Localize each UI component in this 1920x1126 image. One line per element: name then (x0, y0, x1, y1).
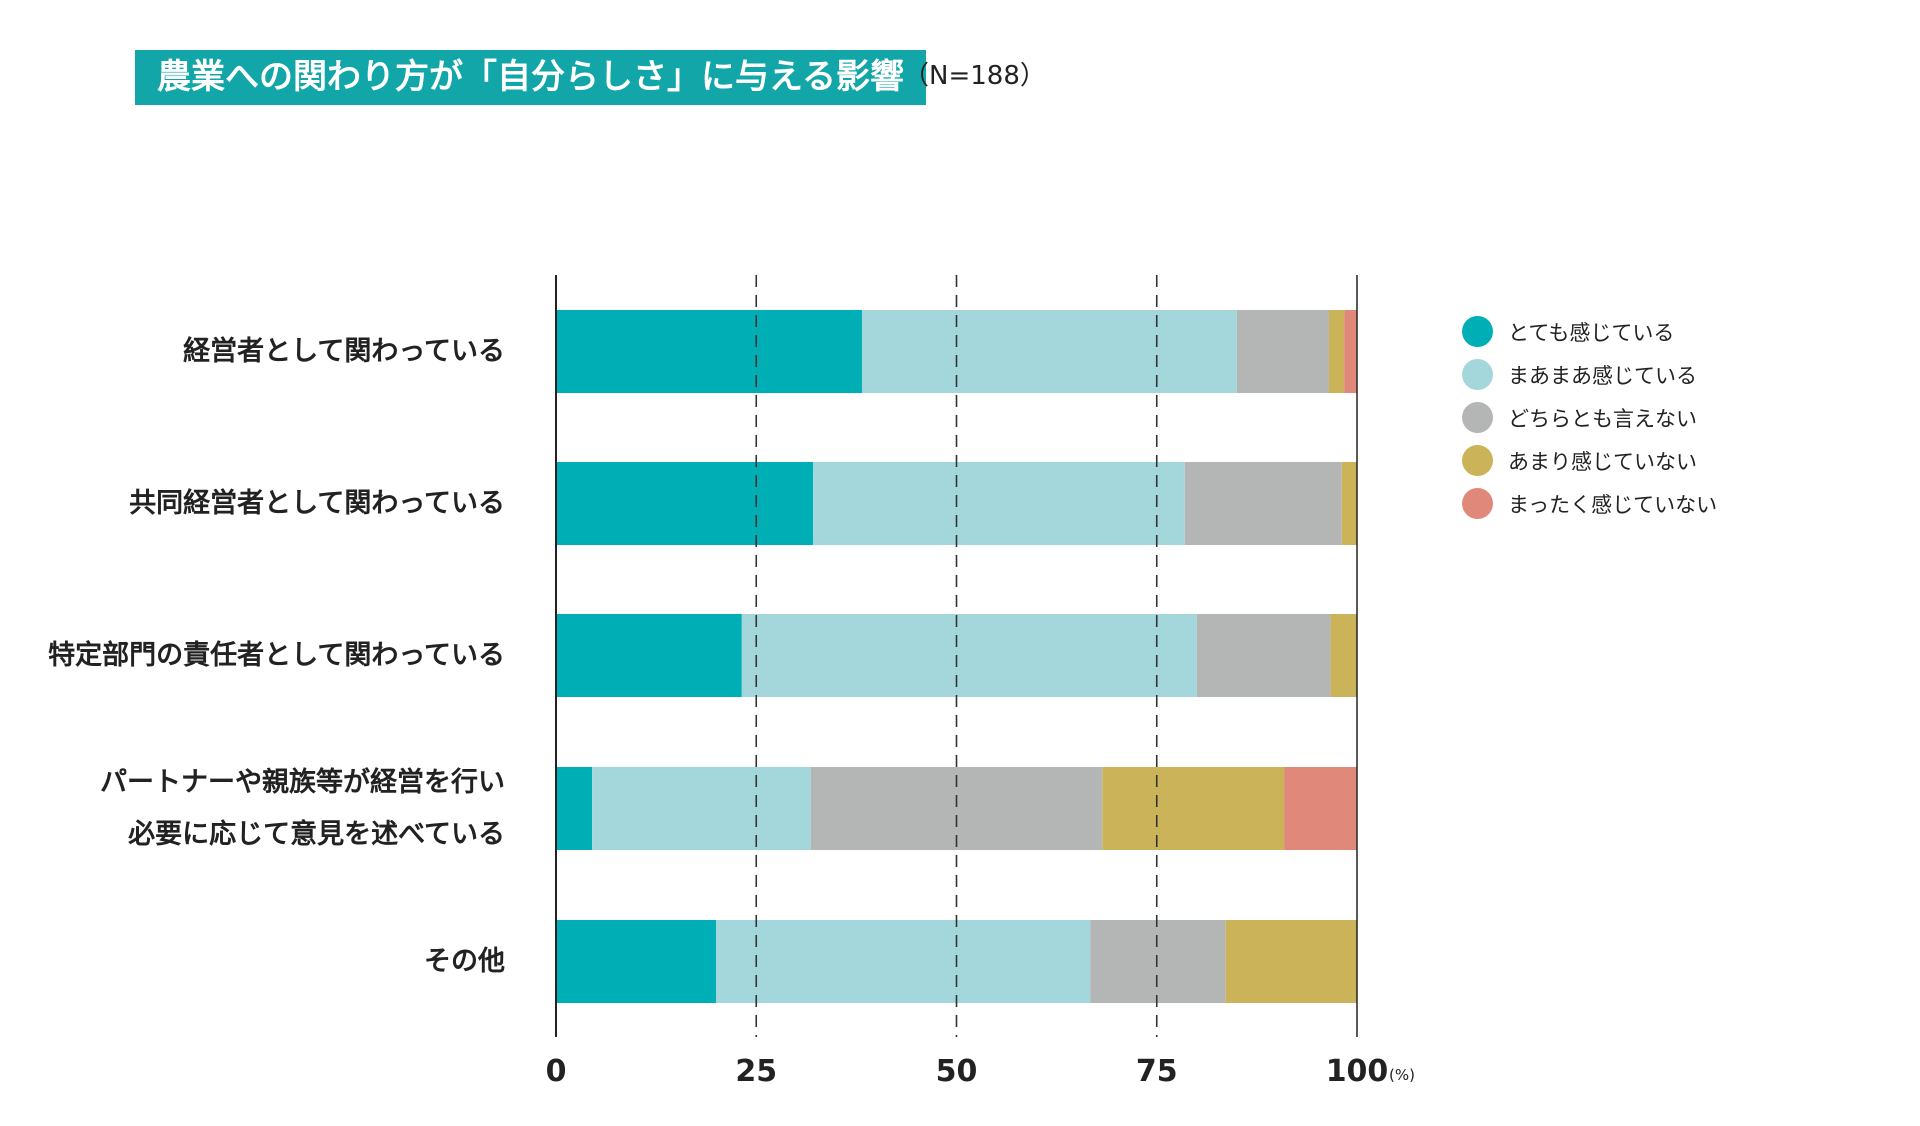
bar-segment-4-1 (556, 767, 593, 850)
legend-label: どちらとも言えない (1508, 406, 1697, 431)
bar-segment-1-2 (861, 310, 1237, 393)
category-label-4-line-2: 必要に応じて意見を述べている (128, 818, 505, 850)
category-label-5: その他 (424, 945, 505, 977)
bar-segment-4-4 (1102, 767, 1285, 850)
bar-segment-5-2 (716, 920, 1091, 1003)
legend-item-5: まったく感じていない (1462, 482, 1717, 525)
bar-segment-4-5 (1284, 767, 1357, 850)
legend-item-3: どちらとも言えない (1462, 396, 1717, 439)
bar-segment-5-4 (1225, 920, 1357, 1003)
x-tick-label-0: 0 (546, 1054, 567, 1089)
category-label-2: 共同経営者として関わっている (129, 487, 505, 519)
x-tick-label-25: 25 (735, 1054, 777, 1089)
legend-swatch (1462, 402, 1493, 433)
sample-size-label: （N=188） (903, 61, 1046, 91)
bar-segment-3-2 (741, 614, 1197, 697)
x-unit-label: (%) (1389, 1066, 1415, 1084)
bar-segment-2-3 (1184, 462, 1342, 545)
legend-label: とても感じている (1508, 320, 1675, 345)
bar-segment-1-4 (1328, 310, 1345, 393)
legend-item-4: あまり感じていない (1462, 439, 1717, 482)
x-tick-label-100: 100 (1326, 1054, 1389, 1089)
bar-segment-2-1 (556, 462, 814, 545)
legend-label: あまり感じていない (1508, 449, 1697, 474)
bar-segment-1-1 (556, 310, 862, 393)
bar-segment-3-4 (1330, 614, 1357, 697)
legend-swatch (1462, 316, 1493, 347)
legend-label: まったく感じていない (1508, 492, 1718, 517)
legend: とても感じている まあまあ感じている どちらとも言えない あまり感じていない まったく感… (1462, 310, 1717, 525)
bar-segment-4-2 (592, 767, 811, 850)
legend-swatch (1462, 445, 1493, 476)
legend-item-2: まあまあ感じている (1462, 353, 1717, 396)
bar-segment-1-3 (1236, 310, 1329, 393)
category-label-3: 特定部門の責任者として関わっている (48, 639, 505, 671)
bar-segment-5-1 (556, 920, 717, 1003)
legend-label: まあまあ感じている (1508, 363, 1697, 388)
bar-segment-3-1 (556, 614, 742, 697)
legend-swatch (1462, 488, 1493, 519)
bar-segment-3-3 (1196, 614, 1331, 697)
bar-segment-2-4 (1341, 462, 1357, 545)
bar-segment-5-3 (1090, 920, 1226, 1003)
legend-swatch (1462, 359, 1493, 390)
legend-item-1: とても感じている (1462, 310, 1717, 353)
x-tick-label-50: 50 (936, 1054, 978, 1089)
category-label-4-line-1: パートナーや親族等が経営を行い (100, 766, 505, 798)
x-tick-label-75: 75 (1136, 1054, 1178, 1089)
category-label-1: 経営者として関わっている (183, 335, 505, 367)
bar-segment-1-5 (1344, 310, 1357, 393)
chart-title: 農業への関わり方が「自分らしさ」に与える影響 (135, 50, 926, 105)
bar-segment-2-2 (813, 462, 1185, 545)
